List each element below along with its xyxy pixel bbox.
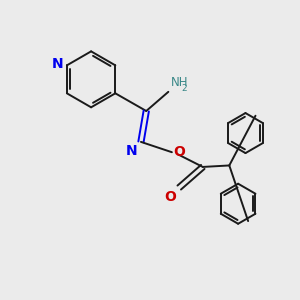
Text: O: O (164, 190, 176, 205)
Text: O: O (173, 145, 185, 159)
Text: 2: 2 (181, 84, 187, 93)
Text: N: N (52, 57, 63, 71)
Text: N: N (126, 144, 137, 158)
Text: NH: NH (171, 76, 188, 89)
